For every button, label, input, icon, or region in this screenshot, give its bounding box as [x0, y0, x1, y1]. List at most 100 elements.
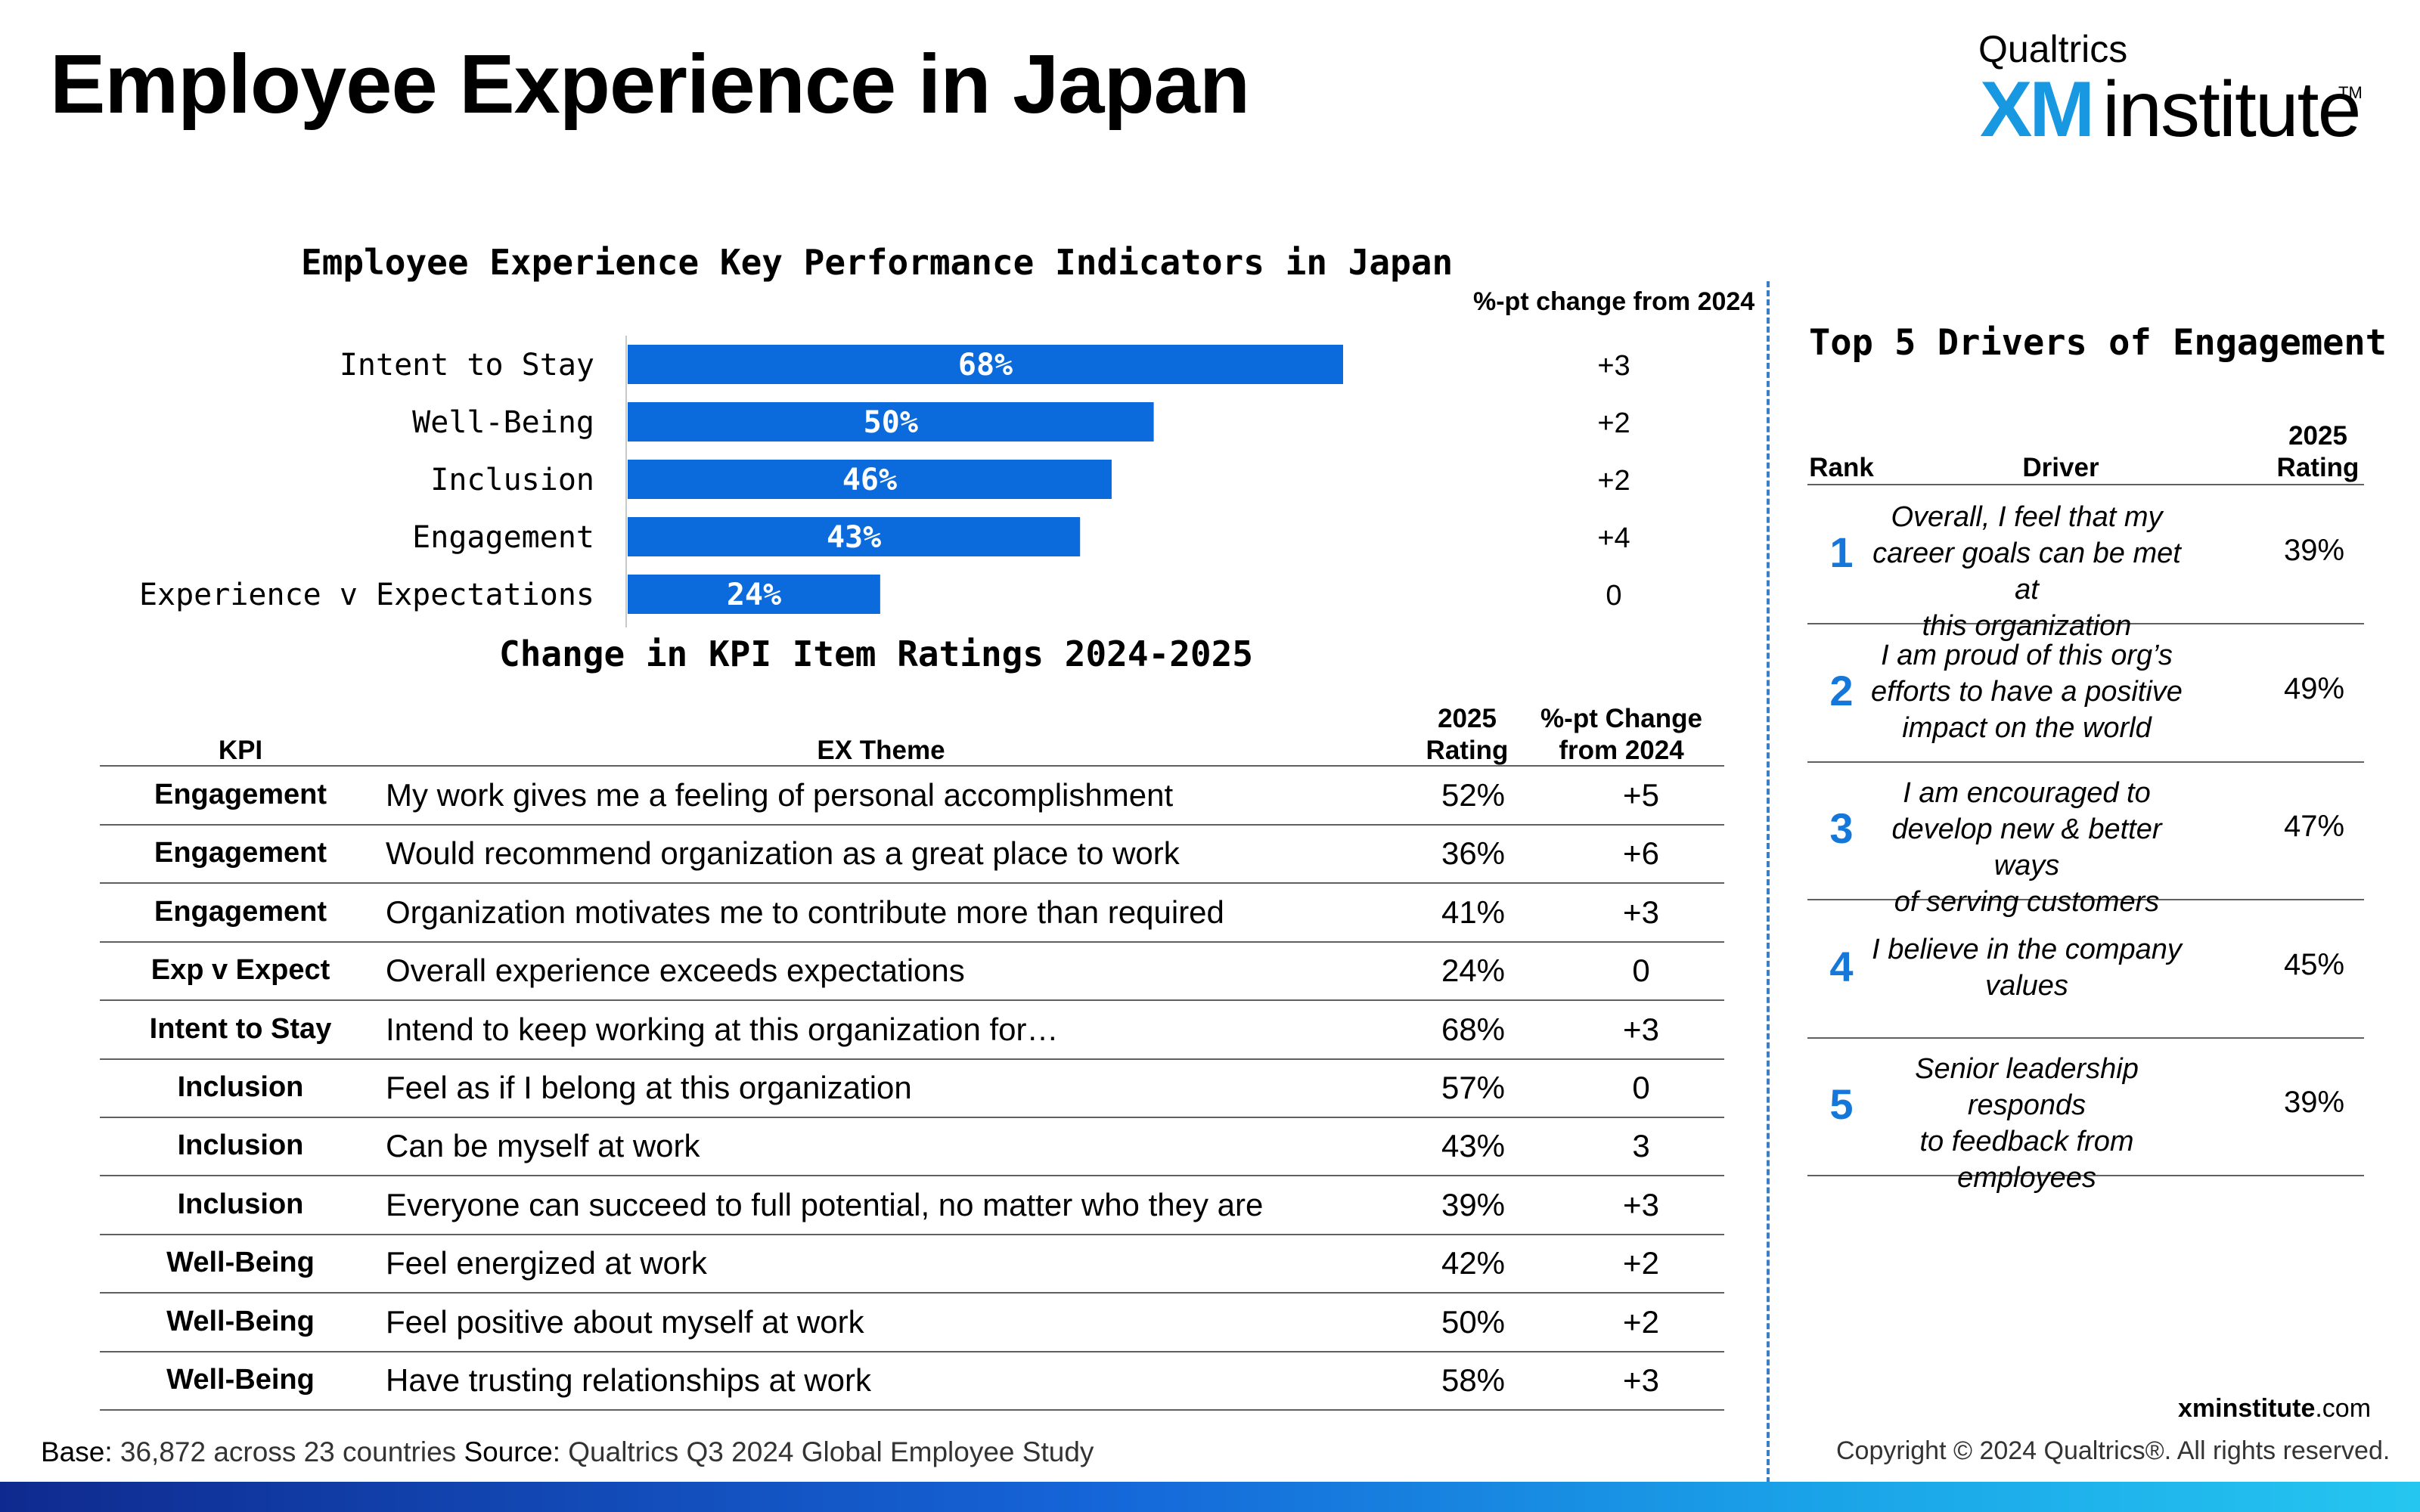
bar — [628, 575, 880, 614]
driver-text-line: values — [1985, 969, 2068, 1002]
driver-text-line: Senior leadership responds — [1915, 1053, 2139, 1122]
kpi-cell: Inclusion — [177, 1188, 304, 1220]
theme-cell: Have trusting relationships at work — [386, 1362, 871, 1398]
base-text: 36,872 across 23 countries — [112, 1436, 464, 1467]
rating-cell: 39% — [1441, 1186, 1506, 1222]
driver-text: I am encouraged to develop new & better w… — [1860, 775, 2193, 920]
drivers-title: Top 5 Drivers of Engagement — [1809, 322, 2387, 364]
kpi-cell: Inclusion — [177, 1071, 304, 1103]
theme-cell: Feel positive about myself at work — [386, 1303, 864, 1340]
driver-rating: 47% — [2283, 810, 2345, 844]
driver-rating: 39% — [2283, 534, 2345, 567]
header-ex-theme: EX Theme — [817, 736, 945, 765]
table-row: Well-Being Feel energized at work 42% +2 — [100, 1235, 1724, 1294]
table-row: Inclusion Everyone can succeed to full po… — [100, 1176, 1724, 1235]
change-cell: +5 — [1623, 777, 1659, 813]
change-cell: +3 — [1623, 1362, 1659, 1398]
bar — [628, 402, 1154, 442]
rating-cell: 24% — [1441, 953, 1506, 989]
table-row: Exp v Expect Overall experience exceeds e… — [100, 942, 1724, 1002]
kpi-cell: Well-Being — [166, 1305, 315, 1337]
rating-cell: 36% — [1441, 835, 1506, 872]
theme-cell: Organization motivates me to contribute … — [386, 894, 1224, 930]
kpi-cell: Engagement — [154, 837, 327, 869]
theme-cell: Feel as if I belong at this organization — [386, 1070, 912, 1105]
header-rating-line2: Rating — [1426, 736, 1509, 765]
kpi-cell: Engagement — [154, 895, 327, 928]
driver-row: 4 I believe in the company values 45% — [1807, 900, 2364, 1039]
header-change-line2: from 2024 — [1559, 736, 1684, 765]
theme-cell: Everyone can succeed to full potential, … — [386, 1186, 1264, 1222]
source-label: Source: — [464, 1436, 560, 1467]
category-label: Engagement — [412, 520, 594, 555]
change-value: 0 — [1606, 580, 1621, 612]
change-cell: +2 — [1623, 1245, 1659, 1281]
driver-text-line: efforts to have a positive — [1871, 675, 2183, 708]
theme-cell: My work gives me a feeling of personal a… — [386, 777, 1174, 813]
driver-row: 1 Overall, I feel that my career goals can… — [1807, 485, 2364, 642]
kpi-cell: Well-Being — [166, 1247, 315, 1279]
driver-text: Overall, I feel that my career goals can … — [1860, 499, 2193, 644]
base-label: Base: — [41, 1436, 113, 1467]
table-row: Inclusion Can be myself at work 43% 3 — [100, 1117, 1724, 1177]
driver-text-line: career goals can be met at — [1872, 538, 2181, 606]
drivers-header-driver: Driver — [2022, 453, 2099, 482]
logo-institute: institute — [2102, 66, 2361, 153]
driver-text-line: develop new & better ways — [1891, 813, 2162, 882]
driver-text-line: Overall, I feel that my — [1891, 501, 2163, 533]
change-cell: 3 — [1632, 1128, 1650, 1164]
theme-cell: Feel energized at work — [386, 1245, 707, 1281]
footer-url[interactable]: xminstitute.com — [2178, 1394, 2371, 1424]
section-divider — [1767, 281, 1770, 1483]
drivers-header-rating-line1: 2025 — [2288, 421, 2347, 451]
logo-trademark: TM — [2338, 83, 2363, 102]
change-cell: +6 — [1623, 835, 1659, 872]
bar — [628, 460, 1112, 499]
footer-url-bold: xminstitute — [2178, 1394, 2316, 1423]
change-column-header: %-pt change from 2024 — [1473, 287, 1755, 316]
kpi-cell: Intent to Stay — [149, 1012, 332, 1045]
driver-rating: 49% — [2283, 671, 2345, 705]
driver-row: 2 I am proud of this org’s efforts to have… — [1807, 624, 2364, 763]
driver-rank: 4 — [1829, 942, 1854, 990]
bar-value-label: 43% — [827, 520, 881, 555]
rating-cell: 43% — [1441, 1128, 1506, 1164]
drivers-header-rating-line2: Rating — [2276, 453, 2360, 482]
rating-cell: 52% — [1441, 777, 1506, 813]
rating-cell: 41% — [1441, 894, 1506, 930]
table-row: Well-Being Feel positive about myself at … — [100, 1294, 1724, 1352]
driver-rating: 45% — [2283, 947, 2345, 981]
chart-title: Employee Experience Key Performance Indi… — [301, 242, 1454, 283]
change-value: +4 — [1597, 522, 1630, 554]
rating-cell: 50% — [1441, 1303, 1506, 1340]
driver-text-line: impact on the world — [1902, 711, 2152, 744]
bar-value-label: 24% — [727, 578, 781, 612]
driver-text-line: to feedback from — [1919, 1126, 2134, 1158]
driver-rank: 5 — [1829, 1080, 1854, 1129]
driver-text-line: I am encouraged to — [1903, 777, 2151, 810]
bar-value-label: 50% — [864, 405, 918, 440]
rating-cell: 57% — [1441, 1070, 1506, 1105]
table-row: Engagement My work gives me a feeling of … — [100, 767, 1724, 826]
kpi-cell: Engagement — [154, 779, 327, 810]
theme-cell: Can be myself at work — [386, 1128, 700, 1164]
drivers-header-rank: Rank — [1809, 453, 1874, 482]
footer-copyright: Copyright © 2024 Qualtrics®. All rights … — [1836, 1436, 2391, 1465]
change-cell: +3 — [1623, 1011, 1659, 1047]
driver-rank: 2 — [1829, 666, 1854, 714]
change-value: +2 — [1597, 407, 1630, 439]
table-title: Change in KPI Item Ratings 2024-2025 — [499, 634, 1253, 674]
kpi-bar-chart: Intent to Stay 68% +3 Well-Being 50% +2 Inclus… — [139, 336, 1630, 627]
bar — [628, 517, 1081, 556]
footer-base-source: Base: 36,872 across 23 countries Source:… — [41, 1436, 1094, 1468]
category-label: Intent to Stay — [340, 348, 594, 383]
header-change-line1: %-pt Change — [1540, 704, 1702, 733]
header-rating-line1: 2025 — [1438, 704, 1497, 733]
driver-text-line: of serving customers — [1894, 886, 2160, 919]
driver-row: 5 Senior leadership responds to feedback f… — [1807, 1037, 2364, 1194]
change-cell: +2 — [1623, 1303, 1659, 1340]
category-label: Experience v Expectations — [139, 578, 594, 612]
change-cell: 0 — [1632, 953, 1650, 989]
logo-xm: XM — [1980, 66, 2095, 153]
logo-qualtrics-text: Qualtrics — [1978, 28, 2128, 70]
